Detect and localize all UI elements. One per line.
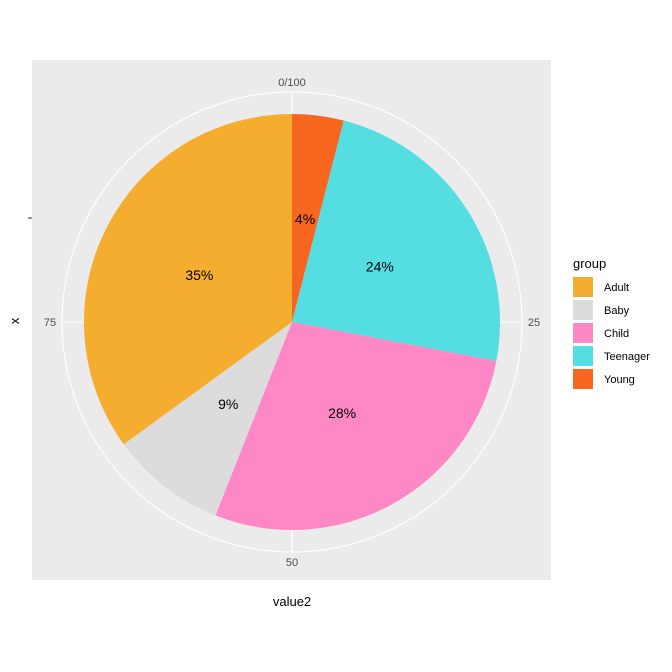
legend-swatch-adult (573, 277, 593, 297)
slice-labels: 4% 24% 28% 9% 35% (185, 211, 394, 421)
slice-label-adult: 35% (185, 267, 213, 283)
theta-tick-label: 0/100 (278, 77, 306, 89)
theta-tick-label: 25 (528, 317, 540, 329)
legend-swatch-child (573, 323, 593, 343)
y-axis-title: x (7, 317, 22, 324)
slice-child (215, 322, 497, 530)
theta-tick-labels: 0/100 25 50 75 (44, 77, 540, 569)
legend-title: group (573, 256, 606, 271)
slice-label-child: 28% (328, 405, 356, 421)
legend-label-child: Child (604, 328, 629, 340)
legend-swatch-baby (573, 300, 593, 320)
pie-slices (83, 114, 500, 530)
theta-tick-label: 50 (286, 557, 298, 569)
slice-young (292, 114, 344, 322)
x-axis-title: value2 (273, 594, 311, 609)
slice-teenager (292, 120, 500, 361)
legend-label-young: Young (604, 374, 635, 386)
legend-swatch-young (573, 369, 593, 389)
slice-label-young: 4% (295, 211, 315, 227)
legend-label-teenager: Teenager (604, 351, 650, 363)
slice-label-baby: 9% (218, 396, 238, 412)
slice-adult (83, 114, 292, 445)
legend: group Adult Baby Child Teenager Young (573, 256, 650, 389)
legend-label-baby: Baby (604, 305, 630, 317)
legend-swatch-teenager (573, 346, 593, 366)
legend-label-adult: Adult (604, 282, 629, 294)
slice-baby (123, 322, 293, 516)
theta-tick-label: 75 (44, 317, 56, 329)
slice-label-teenager: 24% (366, 258, 394, 274)
